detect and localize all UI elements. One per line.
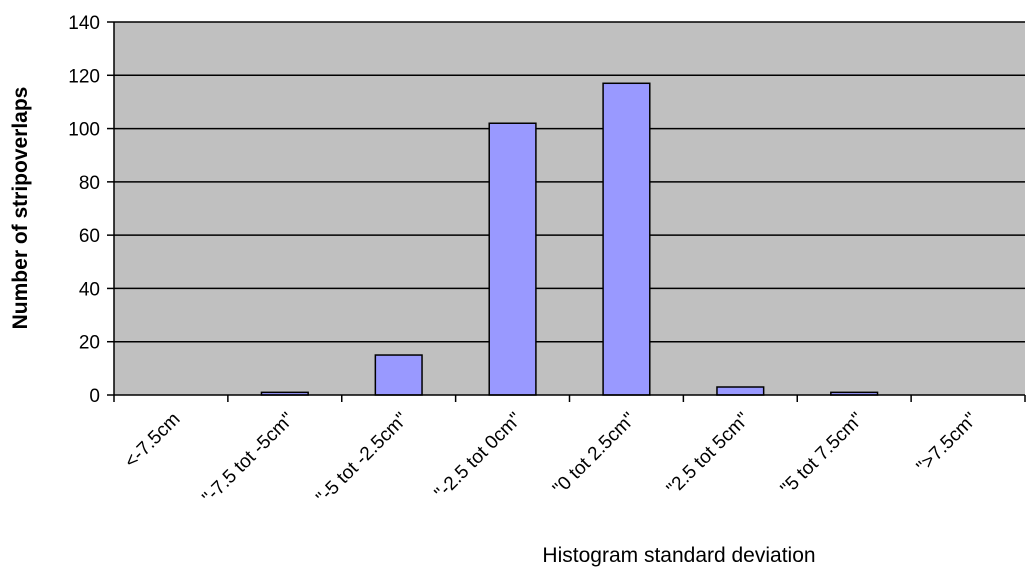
x-tick-label: "5 tot 7.5cm" [777, 409, 868, 500]
x-tick-label: "-5 tot -2.5cm" [312, 409, 412, 509]
x-tick-label: "0 tot 2.5cm" [549, 409, 640, 500]
x-tick-label: "-2.5 tot 0cm" [431, 409, 526, 504]
plot-area [114, 22, 1025, 395]
y-tick-label: 100 [68, 120, 100, 141]
y-tick-label: 0 [89, 386, 100, 407]
y-tick-label: 40 [79, 279, 100, 300]
bar [375, 355, 422, 395]
bar [603, 83, 650, 395]
y-tick-label: 140 [68, 13, 100, 34]
bar [489, 123, 536, 395]
y-tick-labels: 0 20 40 60 80 100 120 140 [68, 13, 100, 407]
x-tick-label: "2.5 tot 5cm" [663, 409, 754, 500]
y-tick-label: 60 [79, 226, 100, 247]
x-tick-label: ">7.5cm" [913, 409, 982, 478]
y-axis-title: Number of stripoverlaps [9, 87, 32, 330]
bar [717, 387, 764, 395]
x-tick-label: <-7.5cm [121, 409, 185, 473]
x-tick-labels: <-7.5cm "-7.5 tot -5cm" "-5 tot -2.5cm" "-2… [121, 409, 982, 509]
y-tick-label: 20 [79, 333, 100, 354]
x-axis-title: Histogram standard deviation [542, 544, 815, 567]
y-tick-label: 120 [68, 66, 100, 87]
y-tick-label: 80 [79, 173, 100, 194]
x-tick-label: "-7.5 tot -5cm" [199, 409, 299, 509]
